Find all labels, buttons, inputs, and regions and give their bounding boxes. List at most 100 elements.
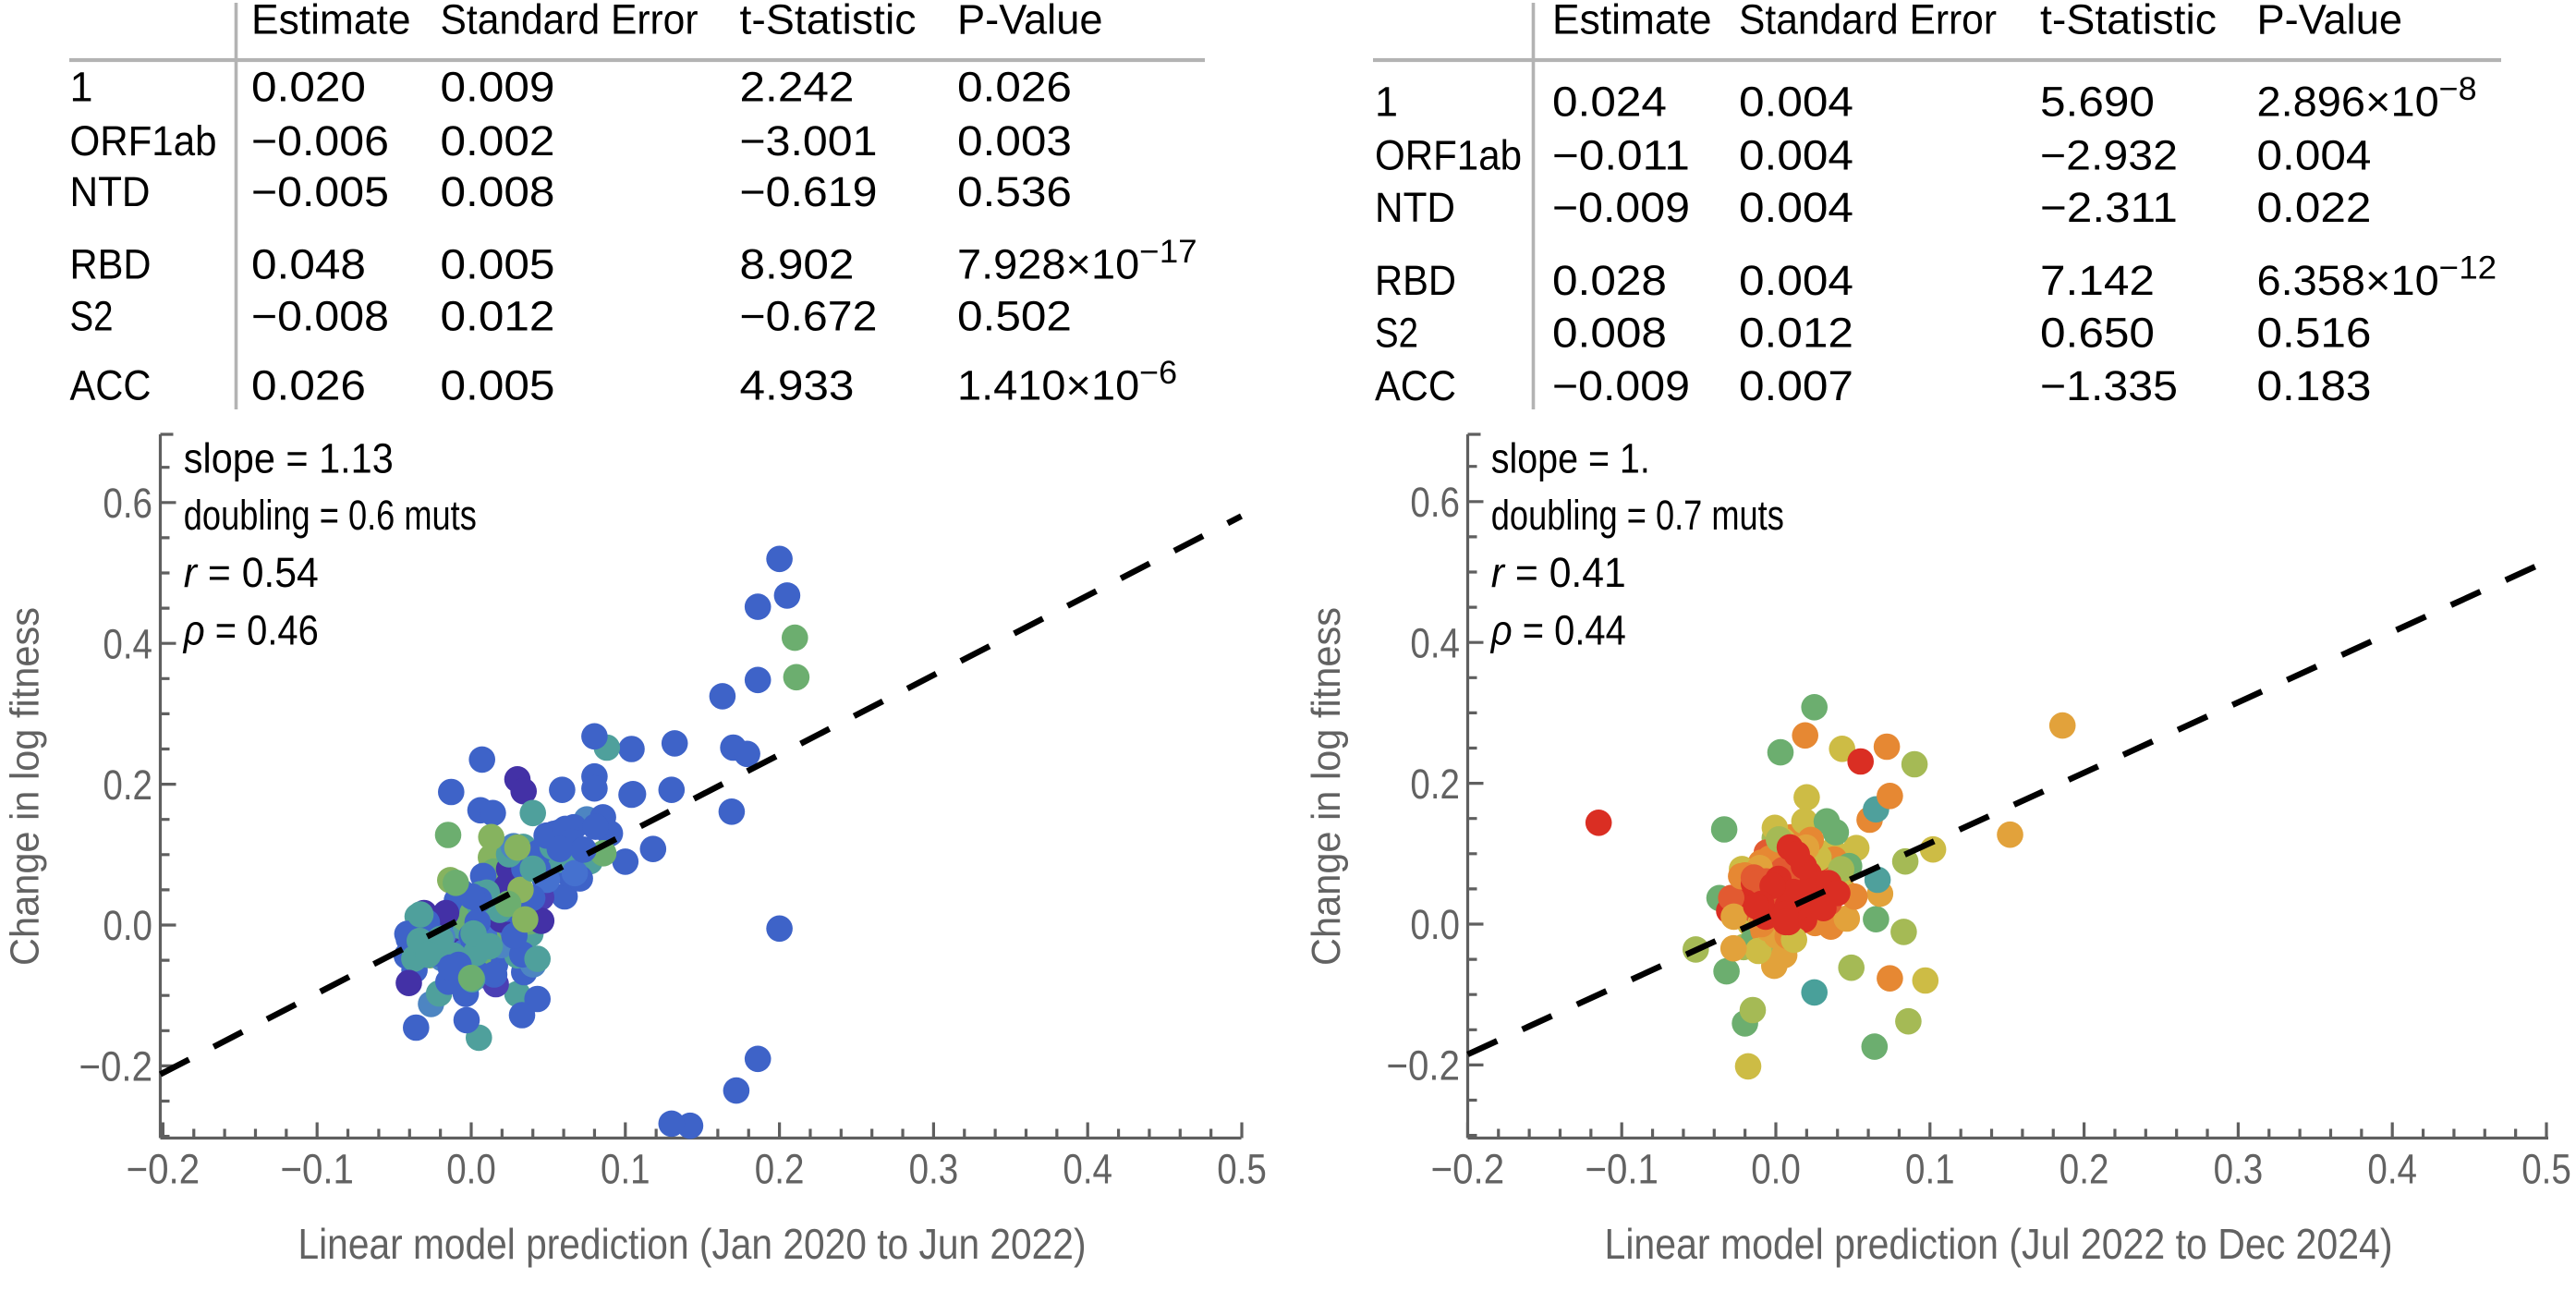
svg-text:−0.005: −0.005 [251,168,389,215]
svg-text:Standard Error: Standard Error [441,0,699,43]
svg-text:NTD: NTD [70,168,151,215]
svg-text:0.4: 0.4 [1063,1146,1112,1193]
svg-text:0.0: 0.0 [103,902,152,949]
svg-text:0.012: 0.012 [1739,310,1853,357]
svg-text:0.004: 0.004 [1739,257,1853,304]
svg-text:7.928×10−17: 7.928×10−17 [957,234,1197,288]
svg-text:0.4: 0.4 [103,620,152,667]
svg-text:−0.1: −0.1 [280,1146,354,1193]
svg-text:0.6: 0.6 [103,480,152,527]
svg-text:Estimate: Estimate [1552,0,1712,43]
svg-text:−0.009: −0.009 [1552,362,1690,409]
svg-text:0.004: 0.004 [1739,132,1853,179]
svg-text:0.1: 0.1 [1905,1146,1955,1193]
svg-text:1: 1 [70,64,93,111]
svg-text:−0.2: −0.2 [1387,1042,1461,1090]
svg-text:0.650: 0.650 [2040,310,2155,357]
svg-text:NTD: NTD [1375,184,1455,231]
svg-text:−0.2: −0.2 [127,1146,200,1193]
svg-text:−3.001: −3.001 [740,117,878,164]
svg-text:ACC: ACC [70,361,152,408]
svg-text:0.024: 0.024 [1552,78,1667,125]
svg-text:0.3: 0.3 [909,1146,959,1193]
svg-text:0.502: 0.502 [957,293,1072,340]
svg-text:−0.619: −0.619 [740,168,878,215]
svg-text:0.026: 0.026 [957,64,1072,111]
svg-text:0.004: 0.004 [2257,132,2372,179]
svg-text:t-Statistic: t-Statistic [2040,0,2217,43]
svg-text:slope = 1.: slope = 1. [1491,434,1650,481]
svg-text:doubling = 0.6 muts: doubling = 0.6 muts [184,492,477,539]
svg-text:0.1: 0.1 [601,1146,650,1193]
svg-text:RBD: RBD [70,241,152,288]
svg-text:P-Value: P-Value [957,0,1103,43]
svg-text:0.003: 0.003 [957,117,1072,164]
svg-text:0.002: 0.002 [441,117,555,164]
svg-text:0.026: 0.026 [251,361,366,408]
svg-text:r = 0.41: r = 0.41 [1491,549,1626,596]
svg-text:ρ = 0.44: ρ = 0.44 [1489,607,1626,654]
svg-text:−0.672: −0.672 [740,293,878,340]
svg-text:0.007: 0.007 [1739,362,1853,409]
svg-text:2.242: 2.242 [740,64,855,111]
svg-text:−0.009: −0.009 [1552,184,1690,231]
svg-text:4.933: 4.933 [740,361,855,408]
svg-text:Change in log fitness: Change in log fitness [1304,607,1349,966]
svg-text:−2.932: −2.932 [2040,132,2178,179]
svg-text:ORF1ab: ORF1ab [70,117,217,164]
svg-text:−0.2: −0.2 [1431,1146,1505,1193]
svg-text:r = 0.54: r = 0.54 [184,549,319,596]
svg-text:0.516: 0.516 [2257,310,2372,357]
svg-text:−0.011: −0.011 [1552,132,1690,179]
svg-text:0.2: 0.2 [103,761,152,809]
svg-text:1.410×10−6: 1.410×10−6 [957,355,1177,409]
svg-text:0.005: 0.005 [441,361,555,408]
svg-text:0.004: 0.004 [1739,184,1853,231]
svg-text:−0.2: −0.2 [79,1043,153,1090]
svg-text:P-Value: P-Value [2257,0,2403,43]
svg-text:−2.311: −2.311 [2040,184,2178,231]
svg-text:0.2: 0.2 [1410,761,1460,808]
svg-text:0.009: 0.009 [441,64,555,111]
svg-text:S2: S2 [70,293,114,340]
svg-text:0.048: 0.048 [251,241,366,288]
svg-text:0.5: 0.5 [2521,1146,2571,1193]
svg-text:0.6: 0.6 [1410,479,1460,526]
svg-text:Standard Error: Standard Error [1739,0,1997,43]
svg-text:0.0: 0.0 [1751,1146,1801,1193]
svg-text:0.012: 0.012 [441,293,555,340]
svg-text:0.004: 0.004 [1739,78,1853,125]
svg-text:ACC: ACC [1375,362,1456,409]
svg-text:0.020: 0.020 [251,64,366,111]
svg-text:6.358×10−12: 6.358×10−12 [2257,250,2497,304]
svg-text:0.536: 0.536 [957,168,1072,215]
svg-text:slope = 1.13: slope = 1.13 [184,434,394,481]
svg-text:−0.008: −0.008 [251,293,389,340]
svg-text:0.2: 0.2 [2060,1146,2109,1193]
svg-text:0.0: 0.0 [1410,901,1460,948]
svg-text:0.2: 0.2 [755,1146,805,1193]
svg-text:t-Statistic: t-Statistic [740,0,917,43]
svg-text:8.902: 8.902 [740,241,855,288]
svg-text:−0.1: −0.1 [1585,1146,1659,1193]
svg-text:doubling = 0.7 muts: doubling = 0.7 muts [1491,492,1784,539]
svg-text:Linear model prediction (Jul 2: Linear model prediction (Jul 2022 to Dec… [1605,1220,2393,1268]
svg-text:0.4: 0.4 [1410,619,1460,666]
svg-text:2.896×10−8: 2.896×10−8 [2257,71,2477,126]
svg-text:0.028: 0.028 [1552,257,1667,304]
svg-text:0.005: 0.005 [441,241,555,288]
svg-text:Change in log fitness: Change in log fitness [3,607,48,966]
svg-text:0.0: 0.0 [446,1146,496,1193]
svg-text:ρ = 0.46: ρ = 0.46 [182,607,319,654]
svg-text:−1.335: −1.335 [2040,362,2178,409]
svg-text:5.690: 5.690 [2040,78,2155,125]
svg-text:7.142: 7.142 [2040,257,2155,304]
svg-text:1: 1 [1375,78,1398,125]
svg-text:Linear model prediction (Jan 2: Linear model prediction (Jan 2020 to Jun… [298,1220,1087,1268]
svg-text:Estimate: Estimate [251,0,411,43]
svg-text:0.3: 0.3 [2214,1146,2264,1193]
svg-text:RBD: RBD [1375,257,1456,304]
svg-text:0.008: 0.008 [1552,310,1667,357]
svg-text:0.5: 0.5 [1217,1146,1267,1193]
svg-text:0.008: 0.008 [441,168,555,215]
